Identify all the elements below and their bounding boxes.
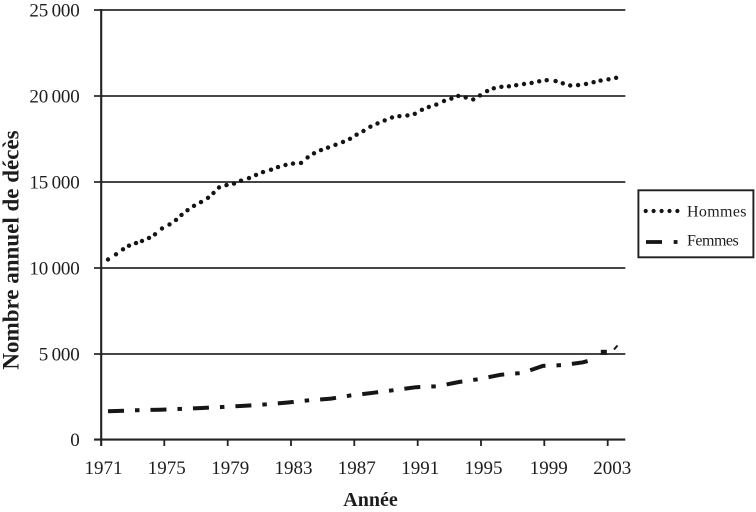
svg-text:Année: Année <box>343 489 398 511</box>
svg-text:2003: 2003 <box>593 458 631 479</box>
svg-text:25 000: 25 000 <box>29 0 79 21</box>
svg-text:1983: 1983 <box>275 458 313 479</box>
svg-text:1995: 1995 <box>465 458 503 479</box>
svg-text:15 000: 15 000 <box>29 172 79 193</box>
svg-text:1987: 1987 <box>338 458 376 479</box>
svg-text:20 000: 20 000 <box>29 86 79 107</box>
svg-text:1999: 1999 <box>530 458 568 479</box>
svg-text:Nombre annuel de décès: Nombre annuel de décès <box>0 130 23 369</box>
svg-text:0: 0 <box>70 430 79 451</box>
svg-text:1991: 1991 <box>401 458 439 479</box>
svg-text:1979: 1979 <box>211 458 249 479</box>
svg-text:Hommes: Hommes <box>687 203 747 220</box>
svg-text:1971: 1971 <box>85 458 123 479</box>
svg-text:Femmes: Femmes <box>687 233 738 250</box>
svg-text:10 000: 10 000 <box>29 258 79 279</box>
svg-text:5 000: 5 000 <box>39 344 80 365</box>
svg-text:1975: 1975 <box>148 458 186 479</box>
